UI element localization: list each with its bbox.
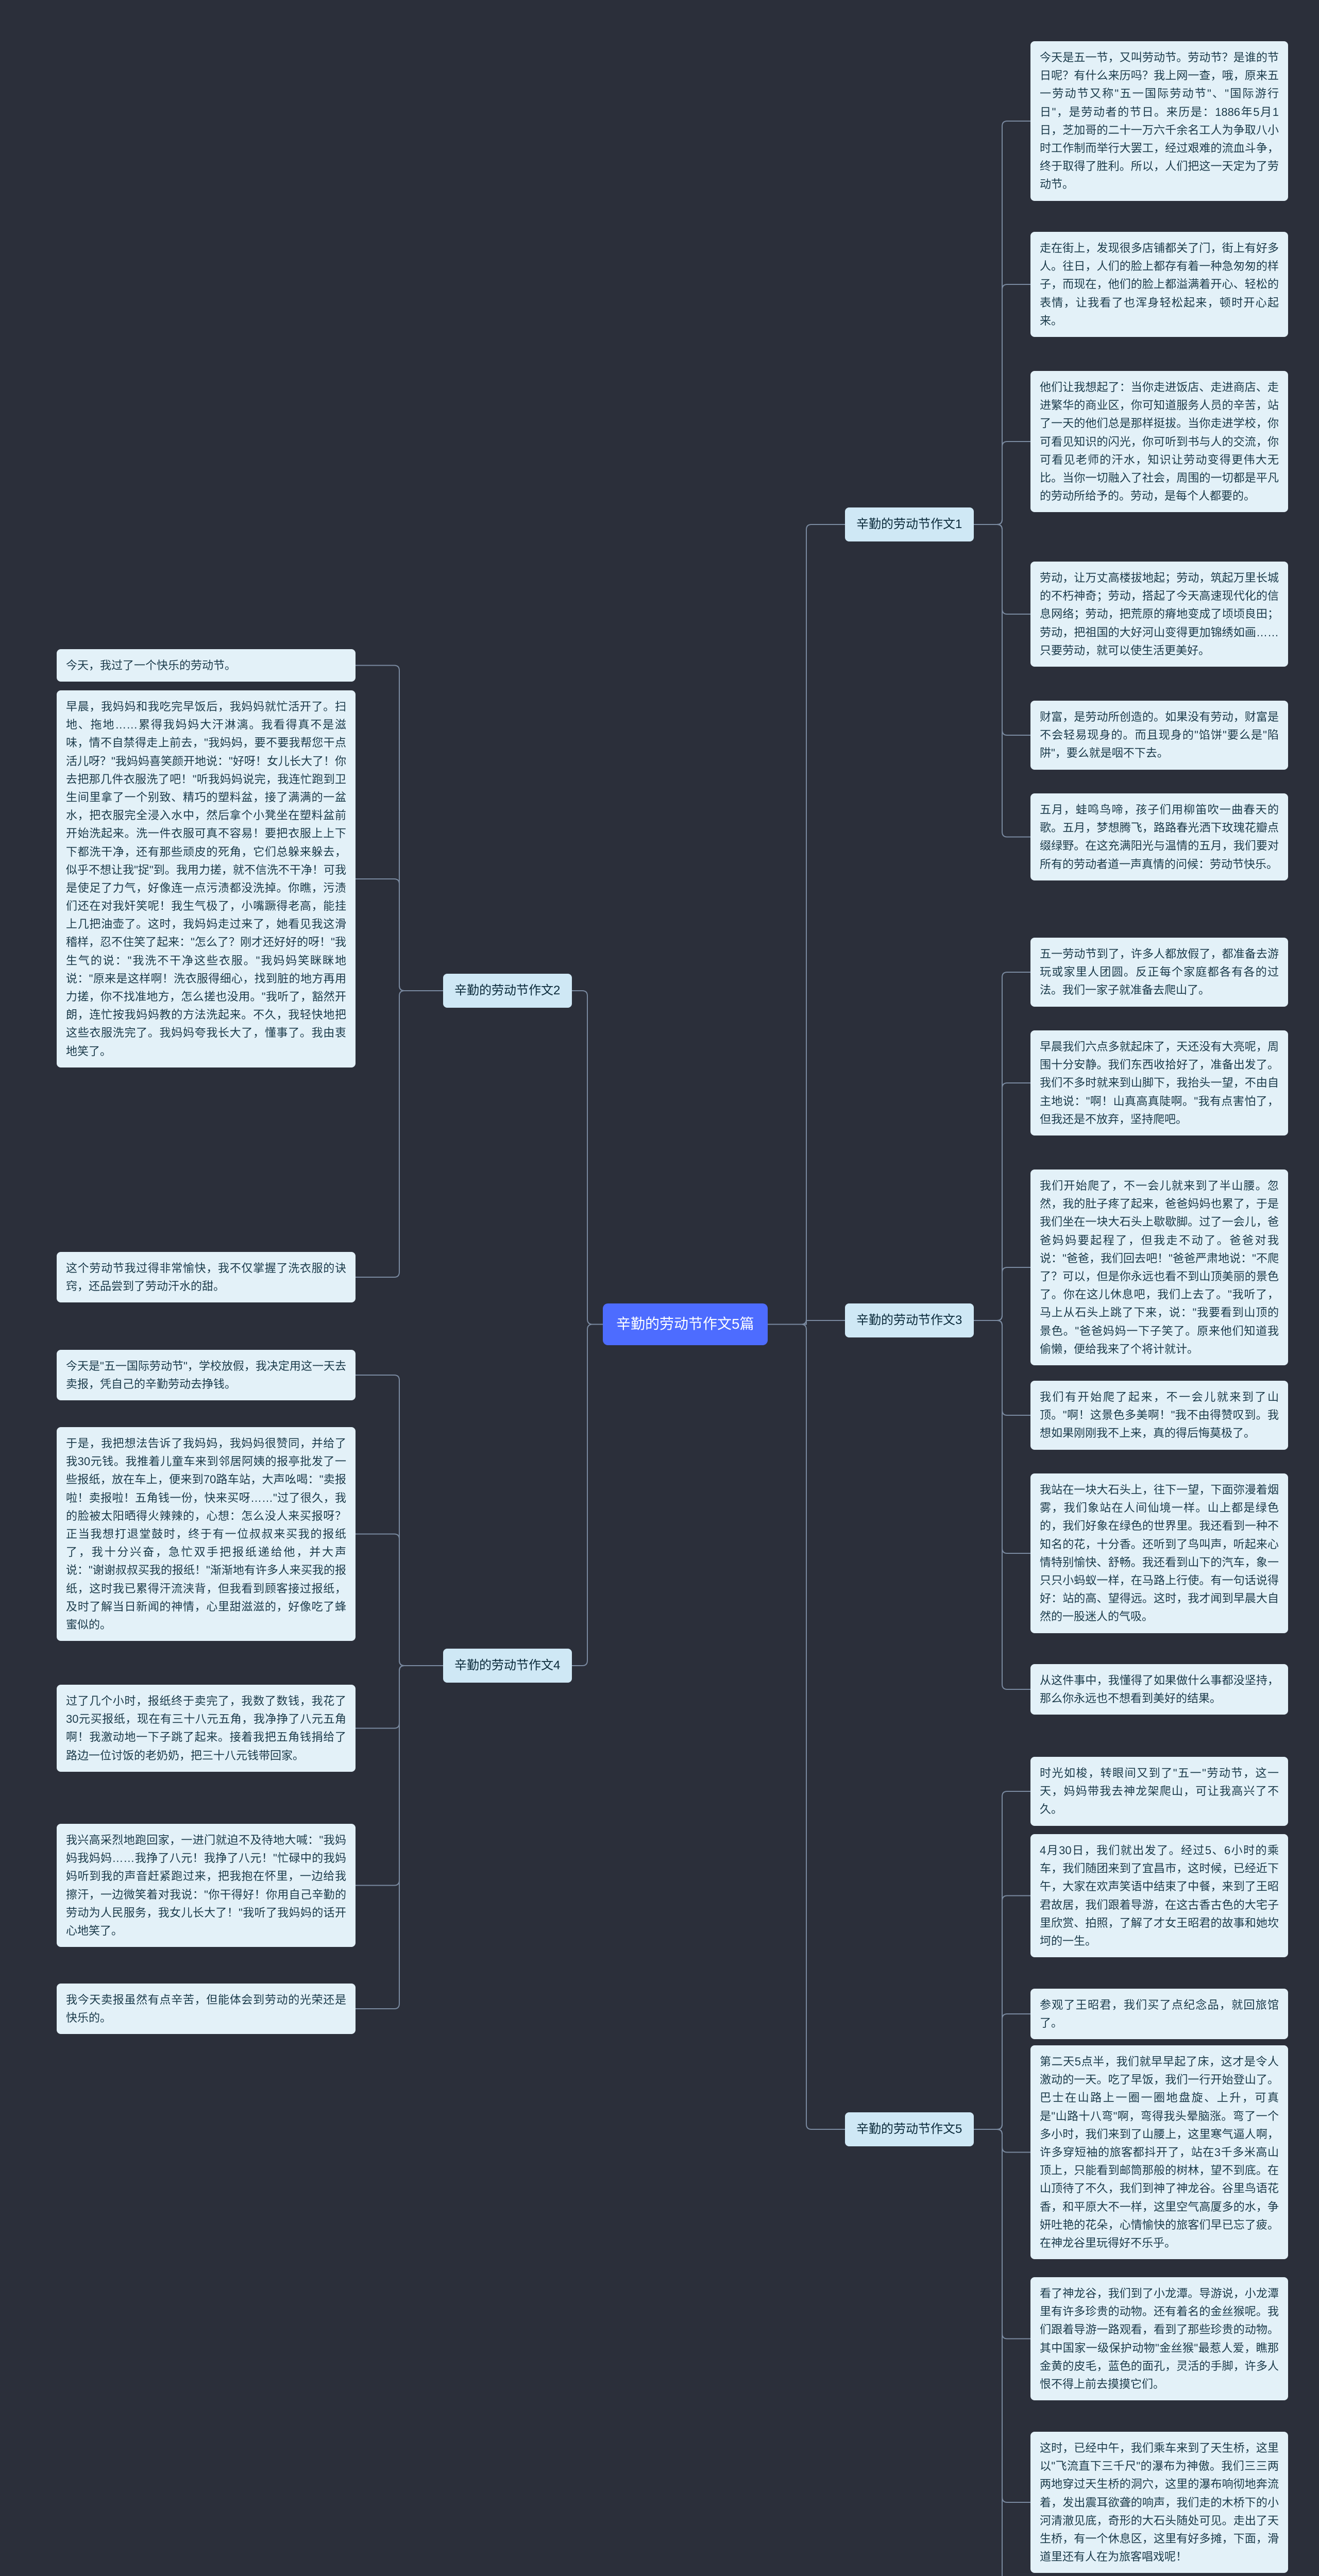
leaf-node: 看了神龙谷，我们到了小龙潭。导游说，小龙潭里有许多珍贵的动物。还有着名的金丝猴呢…: [1030, 2277, 1288, 2400]
leaf-node: 于是，我把想法告诉了我妈妈，我妈妈很赞同，并给了我30元钱。我推着儿童车来到邻居…: [57, 1427, 356, 1641]
leaf-node: 劳动，让万丈高楼拔地起；劳动，筑起万里长城的不朽神奇；劳动，搭起了今天高速现代化…: [1030, 562, 1288, 667]
branch-node[interactable]: 辛勤的劳动节作文5: [845, 2112, 974, 2146]
leaf-node: 4月30日，我们就出发了。经过5、6小时的乘车，我们随团来到了宜昌市，这时候，已…: [1030, 1834, 1288, 1957]
leaf-node: 从这件事中，我懂得了如果做什么事都没坚持，那么你永远也不想看到美好的结果。: [1030, 1664, 1288, 1715]
leaf-node: 今天是"五一国际劳动节"，学校放假，我决定用这一天去卖报，凭自己的辛勤劳动去挣钱…: [57, 1350, 356, 1400]
leaf-node: 这时，已经中午，我们乘车来到了天生桥，这里以"飞流直下三千尺"的瀑布为神傲。我们…: [1030, 2432, 1288, 2573]
leaf-node: 五一劳动节到了，许多人都放假了，都准备去游玩或家里人团圆。反正每个家庭都各有各的…: [1030, 938, 1288, 1007]
leaf-node: 过了几个小时，报纸终于卖完了，我数了数钱，我花了30元买报纸，现在有三十八元五角…: [57, 1685, 356, 1772]
leaf-node: 今天，我过了一个快乐的劳动节。: [57, 649, 356, 682]
leaf-node: 他们让我想起了：当你走进饭店、走进商店、走进繁华的商业区，你可知道服务人员的辛苦…: [1030, 371, 1288, 512]
branch-node[interactable]: 辛勤的劳动节作文3: [845, 1303, 974, 1337]
leaf-node: 财富，是劳动所创造的。如果没有劳动，财富是不会轻易现身的。而且现身的"馅饼"要么…: [1030, 701, 1288, 770]
leaf-node: 我今天卖报虽然有点辛苦，但能体会到劳动的光荣还是快乐的。: [57, 1984, 356, 2034]
leaf-node: 五月，蛙鸣鸟啼，孩子们用柳笛吹一曲春天的歌。五月，梦想腾飞，路路春光洒下玫瑰花瓣…: [1030, 793, 1288, 880]
leaf-node: 我兴高采烈地跑回家，一进门就迫不及待地大喊："我妈妈我妈妈……我挣了八元！我挣了…: [57, 1824, 356, 1947]
branch-node[interactable]: 辛勤的劳动节作文4: [443, 1649, 572, 1683]
branch-node[interactable]: 辛勤的劳动节作文2: [443, 974, 572, 1008]
mindmap-canvas: 辛勤的劳动节作文5篇 辛勤的劳动节作文1 今天是五一节，又叫劳动节。劳动节？是谁的节…: [0, 0, 1319, 2576]
leaf-node: 参观了王昭君，我们买了点纪念品，就回旅馆了。: [1030, 1989, 1288, 2039]
leaf-node: 走在街上，发现很多店铺都关了门，街上有好多人。往日，人们的脸上都存有着一种急匆匆…: [1030, 232, 1288, 337]
leaf-node: 时光如梭，转眼间又到了"五一"劳动节，这一天，妈妈带我去神龙架爬山，可让我高兴了…: [1030, 1757, 1288, 1826]
branch-node[interactable]: 辛勤的劳动节作文1: [845, 507, 974, 541]
leaf-node: 第二天5点半，我们就早早起了床，这才是令人激动的一天。吃了早饭，我们一行开始登山…: [1030, 2045, 1288, 2259]
leaf-node: 今天是五一节，又叫劳动节。劳动节？是谁的节日呢？有什么来历吗？我上网一查，哦，原…: [1030, 41, 1288, 201]
leaf-node: 这个劳动节我过得非常愉快，我不仅掌握了洗衣服的诀窍，还品尝到了劳动汗水的甜。: [57, 1252, 356, 1302]
leaf-node: 我站在一块大石头上，往下一望，下面弥漫着烟雾，我们象站在人间仙境一样。山上都是绿…: [1030, 1473, 1288, 1633]
root-node[interactable]: 辛勤的劳动节作文5篇: [603, 1303, 768, 1345]
leaf-node: 早晨我们六点多就起床了，天还没有大亮呢，周围十分安静。我们东西收拾好了，准备出发…: [1030, 1030, 1288, 1136]
leaf-node: 我们开始爬了，不一会儿就来到了半山腰。忽然，我的肚子疼了起来，爸爸妈妈也累了，于…: [1030, 1170, 1288, 1365]
leaf-node: 我们有开始爬了起来，不一会儿就来到了山顶。"啊！这景色多美啊！"我不由得赞叹到。…: [1030, 1381, 1288, 1450]
leaf-node: 早晨，我妈妈和我吃完早饭后，我妈妈就忙活开了。扫地、拖地……累得我妈妈大汗淋漓。…: [57, 690, 356, 1067]
